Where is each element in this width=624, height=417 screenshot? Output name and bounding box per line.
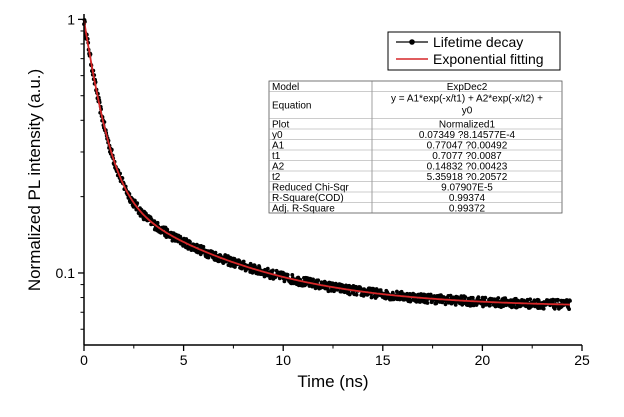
x-ticks: 0 5 10 15 20 25 — [80, 345, 590, 368]
data-point — [463, 295, 468, 299]
x-tick-label: 5 — [180, 352, 188, 368]
table-row-label: t1 — [272, 151, 281, 162]
table-row-value: 0.99374 — [449, 193, 486, 204]
x-tick-label: 15 — [375, 352, 391, 368]
data-point — [178, 234, 183, 239]
data-point — [448, 293, 453, 298]
fit-results-table: Model ExpDec2 Equation y = A1*exp(-x/t1) + … — [268, 80, 563, 214]
data-point — [271, 268, 275, 273]
table-row-label: Plot — [272, 119, 289, 130]
table-row-value: y = A1*exp(-x/t1) + A2*exp(-x/t2) + y0 — [391, 94, 543, 117]
data-point — [170, 238, 175, 243]
table-row-label: t2 — [272, 172, 281, 183]
data-point — [470, 295, 475, 300]
data-point — [567, 307, 571, 311]
data-point — [241, 259, 246, 264]
data-point — [453, 303, 458, 307]
table-row-value: 0.77047 ?0.00492 — [427, 140, 508, 151]
data-point — [496, 296, 501, 300]
data-point — [324, 281, 328, 285]
legend-box — [387, 31, 561, 71]
table-row-value: 0.14832 ?0.00423 — [427, 161, 508, 172]
data-point — [528, 297, 533, 302]
legend-label-lifetime-decay: Lifetime decay — [433, 34, 523, 50]
y-ticks: 10.1 — [56, 11, 84, 330]
table-row-label: A2 — [272, 161, 285, 172]
data-point — [347, 292, 352, 297]
data-point — [135, 201, 140, 206]
data-point — [217, 259, 222, 264]
data-point — [311, 277, 315, 282]
fit-curve — [83, 20, 570, 306]
data-point — [476, 295, 481, 299]
legend: Lifetime decay Exponential fitting — [387, 31, 561, 71]
table-border — [268, 80, 563, 214]
table-row-label: A1 — [272, 140, 285, 151]
data-point — [282, 279, 287, 284]
data-point — [483, 295, 488, 300]
legend-marker-lifetime-decay — [409, 39, 415, 45]
data-point — [390, 290, 395, 295]
table-row-label: Reduced Chi-Sqr — [272, 182, 349, 193]
data-point — [378, 288, 383, 292]
data-point — [395, 289, 399, 294]
data-point — [568, 299, 572, 303]
data-point — [443, 302, 448, 307]
table-row-label: Model — [272, 82, 299, 93]
table-row-label: R-Square(COD) — [272, 193, 344, 204]
data-point — [488, 303, 492, 308]
data-point — [152, 219, 157, 224]
data-point — [316, 278, 321, 283]
data-point — [290, 273, 295, 277]
data-point — [432, 294, 437, 298]
data-point — [285, 272, 290, 277]
x-axis-title: Time (ns) — [297, 372, 368, 391]
data-point — [428, 292, 433, 297]
data-point — [213, 250, 218, 255]
table-row-value: Normalized1 — [439, 119, 496, 130]
table-row-value: 0.99372 — [449, 203, 486, 214]
data-point — [556, 298, 560, 302]
data-point — [509, 305, 514, 310]
table-row-value: 9.07907E-5 — [441, 182, 493, 193]
table-row-value: 0.7077 ?0.0087 — [432, 151, 502, 162]
data-point — [265, 266, 270, 271]
table-row-value: 0.07349 ?8.14577E-4 — [419, 130, 516, 141]
data-point — [503, 296, 508, 301]
data-point — [277, 276, 282, 281]
table-row-label: Adj. R-Square — [272, 203, 335, 214]
x-tick-label: 25 — [574, 352, 590, 368]
plot-area — [82, 18, 572, 311]
data-point — [201, 244, 206, 249]
data-point — [425, 301, 430, 305]
table-row-label: y0 — [272, 130, 283, 141]
data-point — [541, 306, 546, 311]
fit-layer — [83, 20, 570, 306]
x-tick-label: 20 — [475, 352, 491, 368]
data-point — [206, 255, 211, 260]
x-tick-label: 0 — [80, 352, 88, 368]
data-point — [354, 292, 359, 297]
data-point — [155, 220, 160, 225]
data-point — [257, 265, 262, 270]
legend-label-exponential-fitting: Exponential fitting — [433, 51, 544, 67]
y-tick-label: 0.1 — [56, 265, 76, 281]
x-tick-label: 10 — [275, 352, 291, 368]
table-row-value: ExpDec2 — [447, 82, 488, 93]
data-point — [326, 289, 331, 294]
data-point — [133, 198, 137, 203]
table-row-label: Equation — [272, 101, 311, 112]
data-point — [188, 240, 192, 244]
table-row-value: 5.35918 ?0.20572 — [427, 172, 508, 183]
y-axis-title: Normalized PL intensity (a.u.) — [25, 69, 44, 291]
y-tick-label: 1 — [67, 11, 75, 27]
